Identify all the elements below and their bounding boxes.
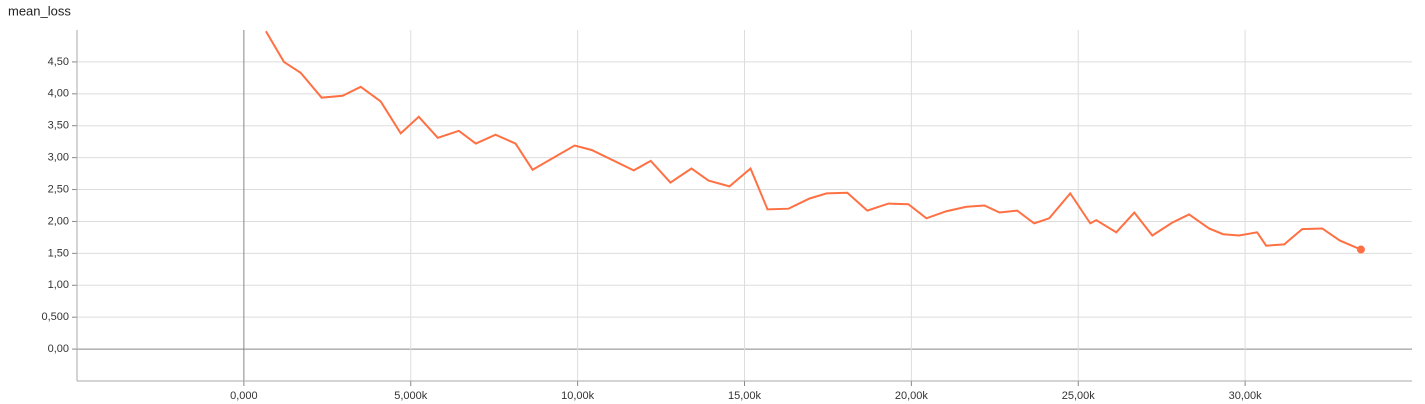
x-tick-label: 25,00k (1062, 390, 1096, 402)
x-tick-label: 0,000 (230, 390, 258, 402)
y-tick-label: 4,00 (48, 88, 69, 100)
x-tick-label: 5,000k (394, 390, 428, 402)
y-tick-label: 4,50 (48, 56, 69, 68)
end-point (1356, 245, 1365, 254)
y-tick-label: 1,50 (48, 247, 69, 259)
x-tick-label: 30,00k (1229, 390, 1263, 402)
y-tick-label: 2,50 (48, 183, 69, 195)
y-tick-label: 3,50 (48, 120, 69, 132)
x-tick-label: 15,00k (728, 390, 762, 402)
x-tick-label: 20,00k (895, 390, 929, 402)
y-tick-label: 1,00 (48, 279, 69, 291)
y-tick-label: 0,00 (48, 343, 69, 355)
chart-title: mean_loss (8, 3, 71, 18)
y-tick-label: 2,00 (48, 215, 69, 227)
plot-area (265, 30, 1365, 254)
x-tick-label: 10,00k (561, 390, 595, 402)
y-tick-label: 0,500 (41, 311, 69, 323)
y-tick-label: 3,00 (48, 152, 69, 164)
line (265, 30, 1362, 251)
